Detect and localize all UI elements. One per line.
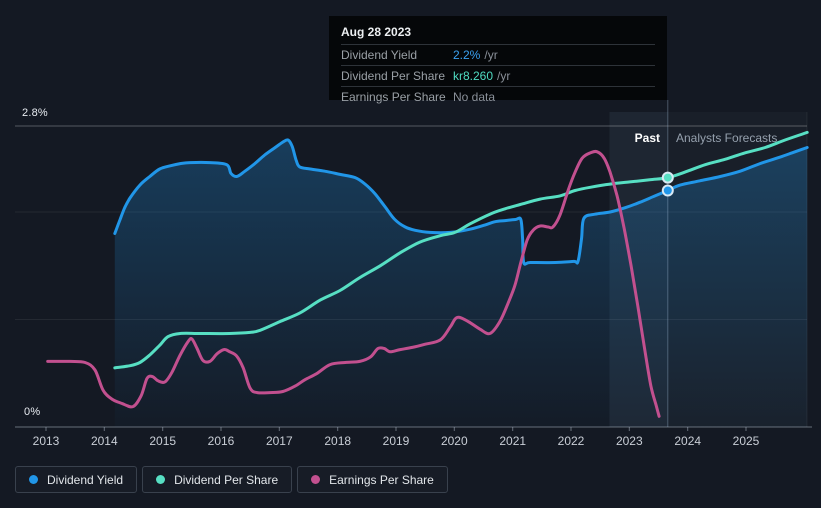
x-axis-label: 2018	[324, 434, 351, 448]
x-axis-label: 2025	[733, 434, 760, 448]
tooltip-label: Dividend Yield	[341, 48, 418, 62]
tooltip-value: kr8.260	[453, 69, 494, 83]
y-axis-min-label: 0%	[24, 406, 41, 418]
past-region-label: Past	[634, 131, 660, 145]
y-axis-max-label: 2.8%	[22, 107, 48, 119]
tooltip-suffix: /yr	[497, 69, 511, 83]
series-line-earnings-per-share	[46, 149, 661, 418]
chart-legend: Dividend Yield Dividend Per Share Earnings…	[15, 466, 448, 493]
x-axis-label: 2022	[558, 434, 585, 448]
x-axis-label: 2020	[441, 434, 468, 448]
legend-label: Earnings Per Share	[329, 472, 434, 487]
x-axis-label: 2024	[674, 434, 701, 448]
tooltip-label: Earnings Per Share	[341, 90, 446, 104]
legend-item-dividend-yield[interactable]: Dividend Yield	[15, 466, 138, 493]
legend-item-earnings-per-share[interactable]: Earnings Per Share	[297, 466, 448, 493]
series-line-dividend-yield	[113, 138, 809, 266]
tooltip-row-earnings-per-share: Earnings Per Share No data	[341, 86, 655, 107]
x-axis-label: 2015	[149, 434, 176, 448]
x-axis-label: 2023	[616, 434, 643, 448]
tooltip-date: Aug 28 2023	[341, 25, 412, 39]
legend-label: Dividend Per Share	[174, 472, 279, 487]
marker-dividend-per-share	[661, 171, 674, 184]
x-axis-label: 2014	[91, 434, 118, 448]
x-axis-label: 2016	[208, 434, 235, 448]
x-axis-label: 2013	[33, 434, 60, 448]
x-axis-label: 2021	[499, 434, 526, 448]
tooltip-label: Dividend Per Share	[341, 69, 446, 83]
tooltip-value: 2.2%	[453, 48, 481, 62]
x-axis-label: 2019	[383, 434, 410, 448]
tooltip-value: No data	[453, 90, 496, 104]
marker-dividend-yield	[661, 184, 674, 197]
legend-dot-icon	[311, 475, 321, 484]
tooltip-row-dividend-yield: Dividend Yield 2.2% /yr	[341, 44, 655, 65]
tooltip-suffix: /yr	[484, 48, 498, 62]
legend-item-dividend-per-share[interactable]: Dividend Per Share	[142, 466, 293, 493]
series-line-dividend-per-share	[113, 130, 809, 370]
legend-dot-icon	[156, 475, 166, 484]
forecast-region-label: Analysts Forecasts	[676, 131, 778, 145]
legend-label: Dividend Yield	[47, 472, 124, 487]
chart-tooltip: Aug 28 2023 Dividend Yield 2.2% /yr Divi…	[329, 16, 667, 104]
x-axis-label: 2017	[266, 434, 293, 448]
tooltip-row-dividend-per-share: Dividend Per Share kr8.260 /yr	[341, 65, 655, 86]
area-fill-dividend-yield	[114, 139, 808, 427]
legend-dot-icon	[29, 475, 38, 484]
